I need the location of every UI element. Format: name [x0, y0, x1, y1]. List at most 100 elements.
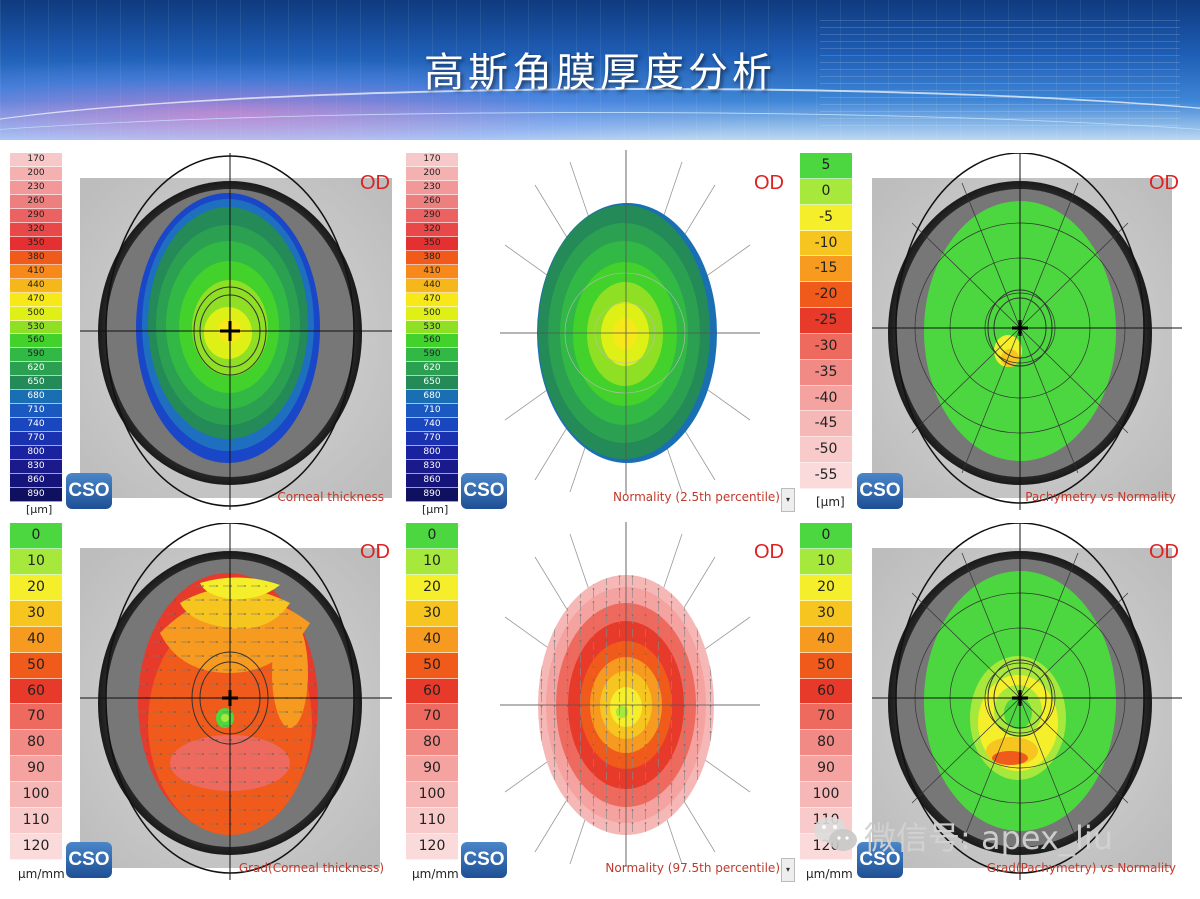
scale-step: 350: [10, 236, 62, 251]
scale-step: 10: [406, 548, 458, 575]
title-banner: [0, 0, 1200, 140]
scale-step: 90: [406, 756, 458, 783]
cso-logo: CSO: [857, 842, 903, 878]
map-label-normality-2-5: Normality (2.5th percentile): [613, 490, 780, 504]
scale-unit-label: [μm]: [26, 503, 53, 516]
scale-step: -50: [800, 437, 852, 464]
scale-step: 470: [406, 292, 458, 307]
scale-step: 0: [800, 178, 852, 205]
scale-step: 860: [10, 474, 62, 489]
map-label-pachymetry-vs-normality: Pachymetry vs Normality: [1025, 490, 1176, 504]
scale-step: 740: [406, 418, 458, 433]
scale-step: 890: [10, 488, 62, 502]
scale-unit-label: μm/mm: [806, 867, 853, 881]
scale-step: 70: [406, 704, 458, 731]
scale-step: 320: [10, 222, 62, 237]
scale-step: 0: [406, 523, 458, 549]
scale-step: 410: [406, 264, 458, 279]
scale-step: 100: [406, 782, 458, 809]
scale-step: -55: [800, 463, 852, 489]
normality-97-5-percentile-map: [500, 522, 760, 867]
scale-step: 80: [406, 730, 458, 757]
scale-step: 40: [406, 626, 458, 653]
scale-unit-label: μm/mm: [412, 867, 459, 881]
scale-step: 800: [10, 446, 62, 461]
pachymetry-vs-normality-map: [872, 153, 1182, 510]
cso-logo: CSO: [857, 473, 903, 509]
scale-unit-label: μm/mm: [18, 867, 65, 881]
scale-step: 90: [10, 756, 62, 783]
scale-step: -5: [800, 204, 852, 231]
percentile-dropdown[interactable]: ▾: [781, 488, 795, 512]
map-label-grad-corneal-thickness: Grad(Corneal thickness): [238, 861, 384, 875]
scale-step: 50: [406, 652, 458, 679]
map-label-grad-pachymetry-vs-normality: Grad(Pachymetry) vs Normality: [986, 861, 1176, 875]
scale-step: 20: [800, 574, 852, 601]
map-label-corneal-thickness: Corneal thickness: [277, 490, 384, 504]
scale-step: -15: [800, 256, 852, 283]
scale-step: 170: [406, 153, 458, 167]
scale-step: 5: [800, 153, 852, 179]
scale-step: -30: [800, 333, 852, 360]
scale-step: 60: [800, 678, 852, 705]
scale-step: 290: [406, 208, 458, 223]
watermark-text: 微信号: apex_liu: [864, 819, 1114, 857]
scale-step: 800: [406, 446, 458, 461]
scale-step: 30: [10, 600, 62, 627]
scale-step: 380: [406, 250, 458, 265]
scale-step: 260: [406, 194, 458, 209]
scale-step: 110: [10, 808, 62, 835]
cso-logo: CSO: [461, 473, 507, 509]
scale-step: -20: [800, 282, 852, 309]
scale-step: 120: [406, 834, 458, 860]
scale-step: 740: [10, 418, 62, 433]
scale-step: 680: [406, 390, 458, 405]
scale-step: 650: [10, 376, 62, 391]
wechat-watermark: 微信号: apex_liu: [812, 813, 1192, 857]
scale-unit-label: [μm]: [422, 503, 449, 516]
percentile-dropdown[interactable]: ▾: [781, 858, 795, 882]
eye-label-od: OD: [754, 172, 784, 194]
scale-step: 170: [10, 153, 62, 167]
map-label-normality-97-5: Normality (97.5th percentile): [605, 861, 780, 875]
scale-step: 620: [406, 362, 458, 377]
scale-step: 350: [406, 236, 458, 251]
scale-step: 260: [10, 194, 62, 209]
scale-step: 500: [10, 306, 62, 321]
thickness-color-scale: 170 200 230 260 290 320 350 380 410 440 470 500 530 5…: [10, 153, 62, 502]
scale-step: 60: [10, 678, 62, 705]
scale-step: 410: [10, 264, 62, 279]
scale-step: 710: [406, 404, 458, 419]
scale-step: 710: [10, 404, 62, 419]
scale-step: 230: [10, 180, 62, 195]
scale-step: 20: [10, 574, 62, 601]
scale-step: 560: [10, 334, 62, 349]
scale-step: 70: [10, 704, 62, 731]
scale-step: 560: [406, 334, 458, 349]
scale-step: 440: [406, 278, 458, 293]
scale-step: 30: [406, 600, 458, 627]
scale-step: 530: [10, 320, 62, 335]
scale-step: 10: [10, 548, 62, 575]
grad-pachymetry-vs-normality-map: [872, 523, 1182, 880]
scale-step: 500: [406, 306, 458, 321]
scale-step: 830: [406, 460, 458, 475]
eye-label-od: OD: [754, 541, 784, 563]
scale-step: 200: [406, 166, 458, 181]
scale-step: -10: [800, 230, 852, 257]
scale-unit-label: [μm]: [816, 495, 845, 509]
wechat-icon: [814, 817, 857, 851]
scale-step: 80: [800, 730, 852, 757]
scale-step: 100: [800, 782, 852, 809]
scale-step: 590: [10, 348, 62, 363]
scale-step: 10: [800, 548, 852, 575]
scale-step: 650: [406, 376, 458, 391]
scale-step: 770: [406, 432, 458, 447]
eye-label-od: OD: [1149, 172, 1179, 194]
scale-step: 530: [406, 320, 458, 335]
scale-step: 620: [10, 362, 62, 377]
eye-label-od: OD: [360, 172, 390, 194]
